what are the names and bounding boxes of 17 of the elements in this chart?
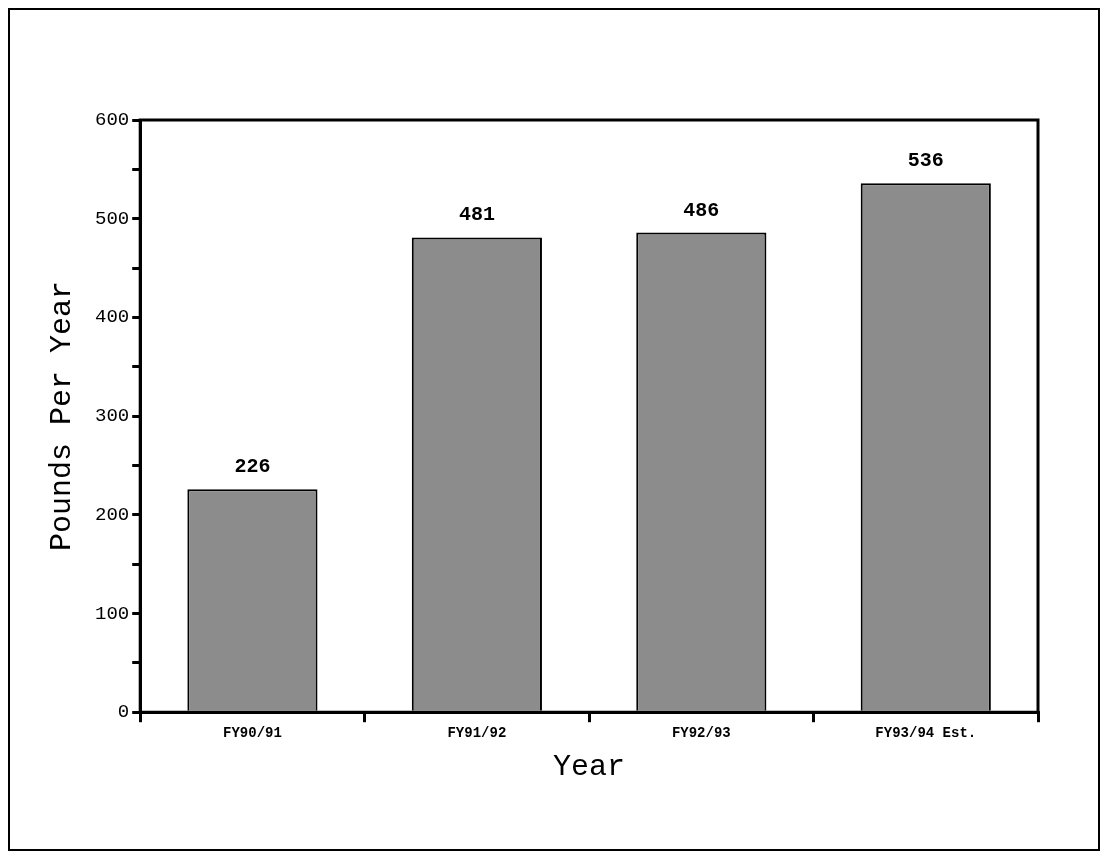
y-tick-label: 400 bbox=[94, 306, 130, 329]
y-tick-label: 200 bbox=[94, 503, 130, 526]
data-label: 226 bbox=[234, 455, 271, 479]
y-axis-title: Pounds Per Year bbox=[44, 281, 79, 552]
y-tick-label: 0 bbox=[117, 701, 130, 724]
data-label: 481 bbox=[458, 203, 495, 227]
x-tick-label: FY93/94 Est. bbox=[875, 725, 977, 742]
y-tick-label: 300 bbox=[94, 405, 130, 428]
y-tick-label: 500 bbox=[94, 207, 130, 230]
x-tick-label: FY91/92 bbox=[447, 725, 507, 742]
data-label: 536 bbox=[907, 149, 944, 173]
x-axis-title: Year bbox=[553, 749, 626, 784]
x-tick-label: FY92/93 bbox=[671, 725, 731, 742]
x-tick-label: FY90/91 bbox=[223, 725, 282, 742]
data-label: 486 bbox=[683, 198, 720, 222]
y-tick-label: 100 bbox=[94, 602, 130, 625]
y-tick-label: 600 bbox=[94, 109, 130, 132]
